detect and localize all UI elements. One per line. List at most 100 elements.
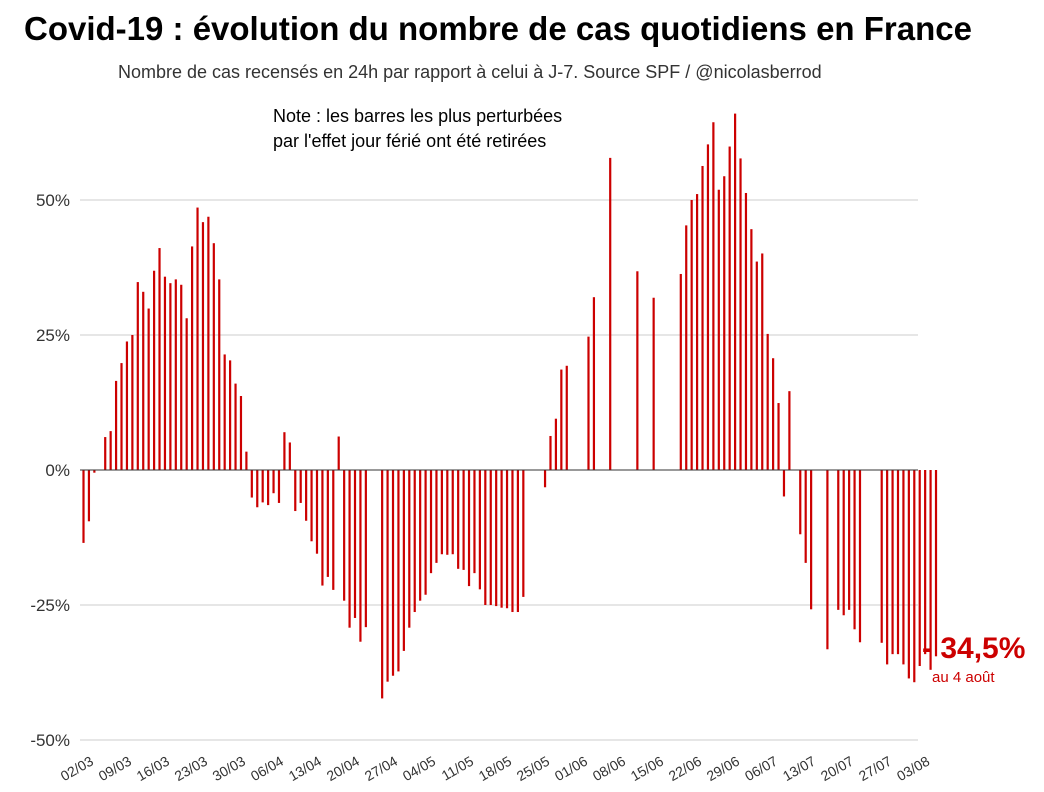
y-tick-label: 25% <box>36 326 70 345</box>
bar <box>549 435 552 470</box>
bar <box>212 243 215 470</box>
bar <box>522 470 525 597</box>
bar <box>315 470 319 554</box>
x-tick-label: 20/07 <box>818 753 857 784</box>
bar <box>359 470 362 642</box>
bar <box>500 470 503 608</box>
chart-subtitle: Nombre de cas recensés en 24h par rappor… <box>118 62 822 82</box>
bar <box>402 470 405 651</box>
bar <box>152 270 156 470</box>
bar <box>484 470 487 605</box>
bar <box>543 470 547 488</box>
bar <box>679 273 682 470</box>
bar <box>201 222 205 470</box>
bar <box>158 248 161 470</box>
x-tick-label: 13/07 <box>780 753 819 784</box>
chart-note: Note : les barres les plus perturbées pa… <box>273 104 562 154</box>
y-tick-label: -50% <box>30 731 70 750</box>
bar <box>87 470 91 522</box>
x-tick-label: 27/07 <box>856 753 895 784</box>
bar <box>478 470 481 590</box>
bar <box>489 470 492 605</box>
bar <box>896 470 900 655</box>
x-tick-label: 04/05 <box>400 753 439 784</box>
bar <box>511 470 514 613</box>
bar <box>913 470 916 683</box>
bar <box>554 418 558 470</box>
bar <box>261 470 264 503</box>
bar <box>332 470 335 590</box>
x-tick-label: 01/06 <box>552 753 591 784</box>
bar <box>837 470 840 610</box>
bar <box>685 225 688 470</box>
bar <box>842 470 845 616</box>
bar <box>924 470 927 655</box>
bar <box>451 470 454 555</box>
bar <box>337 436 340 470</box>
bar <box>413 470 416 613</box>
bar <box>516 470 519 613</box>
bar <box>462 470 465 570</box>
x-tick-label: 18/05 <box>476 753 515 784</box>
x-tick-label: 08/06 <box>590 753 629 784</box>
bar <box>131 335 134 470</box>
bar <box>191 246 194 470</box>
x-tick-label: 06/04 <box>248 753 287 784</box>
bar <box>907 470 910 679</box>
bar <box>120 363 123 470</box>
bar <box>848 470 851 610</box>
y-tick-label: 50% <box>36 191 70 210</box>
x-tick-label: 11/05 <box>439 753 477 784</box>
bar <box>929 470 932 670</box>
bar <box>505 470 509 609</box>
bar <box>717 189 720 471</box>
bar <box>826 470 829 650</box>
bar <box>180 284 183 470</box>
bar <box>918 470 921 667</box>
bar <box>886 470 889 665</box>
x-tick-label: 25/05 <box>514 753 553 784</box>
bar <box>810 470 813 610</box>
bar <box>706 144 710 470</box>
bar <box>147 308 150 470</box>
bar <box>446 470 449 555</box>
bar <box>114 380 118 470</box>
bar <box>104 437 107 470</box>
bar <box>163 276 167 470</box>
bar <box>891 470 894 655</box>
bar <box>109 431 112 470</box>
bar <box>734 113 737 470</box>
bar <box>858 470 862 643</box>
bar <box>277 470 281 503</box>
bar <box>364 470 367 628</box>
bar <box>690 200 693 470</box>
bar <box>381 470 384 699</box>
bar <box>348 470 351 628</box>
bar <box>457 470 460 569</box>
bar <box>125 341 129 470</box>
bar <box>185 318 188 470</box>
bar <box>695 194 699 470</box>
bar <box>169 283 172 470</box>
bar <box>174 279 177 470</box>
bar <box>934 470 938 657</box>
bar <box>782 470 786 497</box>
bars <box>82 113 938 699</box>
bar <box>283 432 286 470</box>
bar <box>321 470 324 586</box>
bar <box>408 470 411 628</box>
bar <box>207 216 210 470</box>
bar <box>636 271 639 470</box>
bar <box>343 470 346 601</box>
bar <box>750 229 753 470</box>
bar <box>424 470 427 595</box>
bar <box>755 261 758 470</box>
bar <box>565 365 568 470</box>
bar <box>777 403 780 470</box>
x-tick-label: 23/03 <box>172 753 211 784</box>
bar <box>391 470 395 676</box>
x-tick-label: 30/03 <box>210 753 249 784</box>
bar <box>250 470 253 498</box>
bar <box>136 282 139 470</box>
bar <box>299 470 302 503</box>
